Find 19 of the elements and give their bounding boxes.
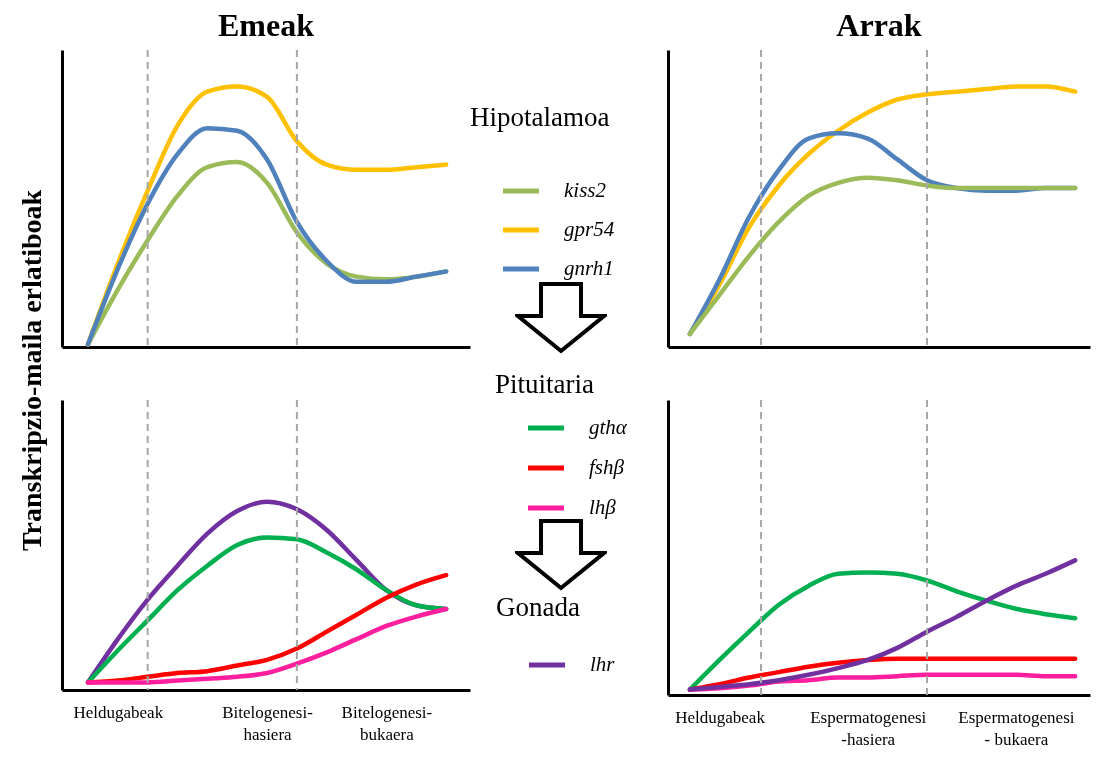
x-tick-label: Espermatogenesi - bukaera [958, 707, 1075, 749]
legend-title: Hipotalamoa [470, 102, 610, 132]
chart-title: Emeak [218, 7, 315, 43]
legend-label: kiss2 [564, 178, 607, 202]
legend-label: lhr [590, 652, 616, 676]
legend-label: gthα [589, 415, 628, 439]
x-tick-label: Heldugabeak [73, 702, 164, 722]
x-tick-label: Bitelogenesi- hasiera [222, 702, 314, 744]
legend-label: gnrh1 [564, 256, 614, 280]
legend-label: lhβ [589, 495, 617, 519]
legend-title: Pituitaria [495, 369, 594, 399]
x-tick-label: Heldugabeak [675, 707, 766, 727]
legend-label: gpr54 [564, 217, 615, 241]
chart-title: Arrak [836, 7, 922, 43]
legend-label: fshβ [589, 455, 625, 479]
legend-title: Gonada [496, 592, 580, 622]
x-tick-label: Espermatogenesi -hasiera [810, 707, 927, 749]
y-axis-title: Transkripzio-maila erlatiboak [15, 189, 47, 552]
x-tick-label: Bitelogenesi- bukaera [341, 702, 433, 744]
